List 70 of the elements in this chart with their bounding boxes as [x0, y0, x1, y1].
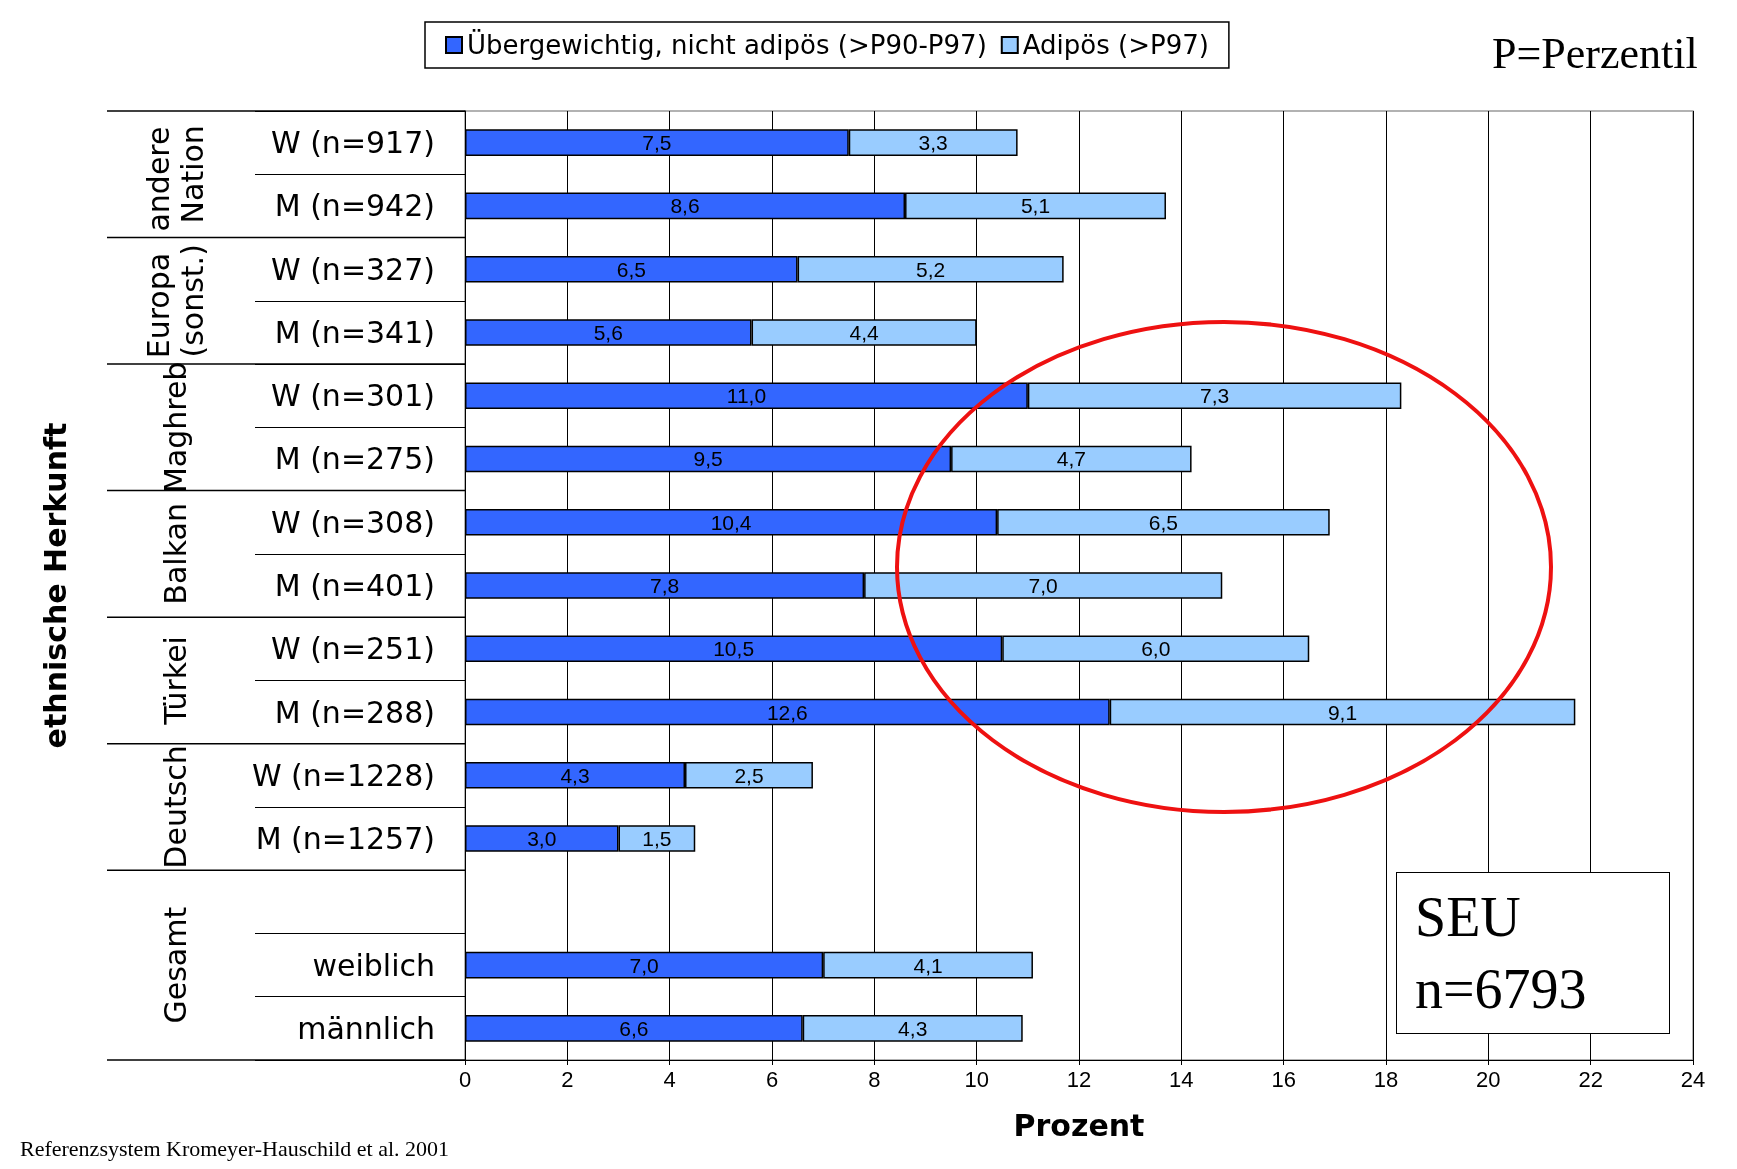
data-label: 12,6 [766, 700, 808, 724]
x-tick-label: 12 [1066, 1066, 1092, 1092]
data-label: 7,8 [649, 574, 680, 597]
x-tick-label: 14 [1169, 1066, 1194, 1092]
data-label: 3,0 [527, 827, 557, 851]
y-tick-label: M (n=288) [274, 694, 435, 730]
text: Deutsch [157, 745, 193, 869]
y-tick-label: W (n=251) [270, 631, 435, 667]
data-label: 5,2 [916, 257, 946, 281]
annotation: SEU [1415, 885, 1522, 950]
x-tick-label: 22 [1578, 1066, 1603, 1092]
y-tick-label: männlich [297, 1010, 435, 1046]
annotation: n=6793 [1415, 957, 1588, 1022]
data-label: 5,1 [1020, 194, 1051, 218]
x-tick-label: 2 [561, 1066, 574, 1092]
x-tick-label: 24 [1680, 1066, 1706, 1092]
data-label: 1,5 [642, 827, 672, 851]
data-label: 4,4 [849, 320, 880, 344]
x-tick-label: 10 [964, 1066, 989, 1092]
text: Europa (sonst.) [140, 243, 210, 359]
data-label: 9,1 [1327, 700, 1358, 724]
x-tick-label: 8 [868, 1066, 881, 1092]
text: Gesamt [157, 906, 193, 1024]
y-tick-label: W (n=327) [270, 251, 435, 287]
y-tick-label: W (n=917) [270, 125, 435, 161]
x-tick-label: 4 [663, 1066, 676, 1092]
data-label: 4,3 [898, 1016, 928, 1040]
data-label: 7,0 [1028, 574, 1058, 597]
data-label: 10,5 [713, 637, 755, 661]
text: Maghreb [157, 361, 193, 494]
y-tick-label: M (n=341) [274, 314, 435, 350]
data-label: 6,5 [1148, 510, 1179, 534]
text: P=Perzentil [1492, 28, 1698, 79]
y-tick-label: W (n=308) [270, 504, 435, 540]
data-label: 7,0 [629, 953, 659, 977]
legend-label: Übergewichtig, nicht adipös (>P90-P97) [467, 29, 987, 60]
data-label: 7,5 [642, 131, 672, 155]
text: ethnische Herkunft [37, 422, 73, 749]
data-label: 4,3 [560, 763, 590, 787]
y-tick-label: M (n=1257) [255, 821, 435, 857]
text: Türkei [157, 636, 193, 726]
data-label: 6,5 [616, 257, 646, 281]
data-label: 7,3 [1199, 384, 1230, 408]
data-label: 11,0 [726, 384, 767, 408]
text: andere Nation [140, 116, 210, 232]
x-axis-title: Prozent [1013, 1107, 1145, 1143]
text: Referenzsystem Kromeyer-Hauschild et al. 2001 [20, 1136, 450, 1162]
legend-label: Adipös (>P97) [1022, 30, 1209, 60]
data-label: 3,3 [918, 131, 948, 155]
x-tick-label: 0 [458, 1066, 472, 1092]
data-label: 8,6 [670, 194, 700, 218]
data-label: 9,5 [693, 447, 723, 471]
data-label: 10,4 [710, 510, 752, 534]
x-tick-label: 16 [1271, 1066, 1296, 1092]
text: Balkan [157, 503, 193, 605]
y-tick-label: M (n=942) [274, 188, 435, 224]
data-label: 4,1 [913, 953, 943, 977]
y-tick-label: W (n=1228) [251, 757, 435, 793]
data-label: 6,0 [1141, 637, 1171, 661]
data-label: 2,5 [734, 763, 764, 787]
y-tick-label: M (n=401) [274, 568, 435, 603]
x-tick-label: 20 [1476, 1066, 1501, 1092]
y-tick-label: weiblich [312, 947, 435, 983]
data-label: 5,6 [593, 320, 623, 344]
x-tick-label: 6 [765, 1066, 779, 1092]
y-tick-label: M (n=275) [274, 441, 435, 477]
data-label: 6,6 [619, 1016, 649, 1040]
x-tick-label: 18 [1373, 1066, 1399, 1092]
y-tick-label: W (n=301) [270, 378, 435, 414]
data-label: 4,7 [1056, 447, 1086, 471]
